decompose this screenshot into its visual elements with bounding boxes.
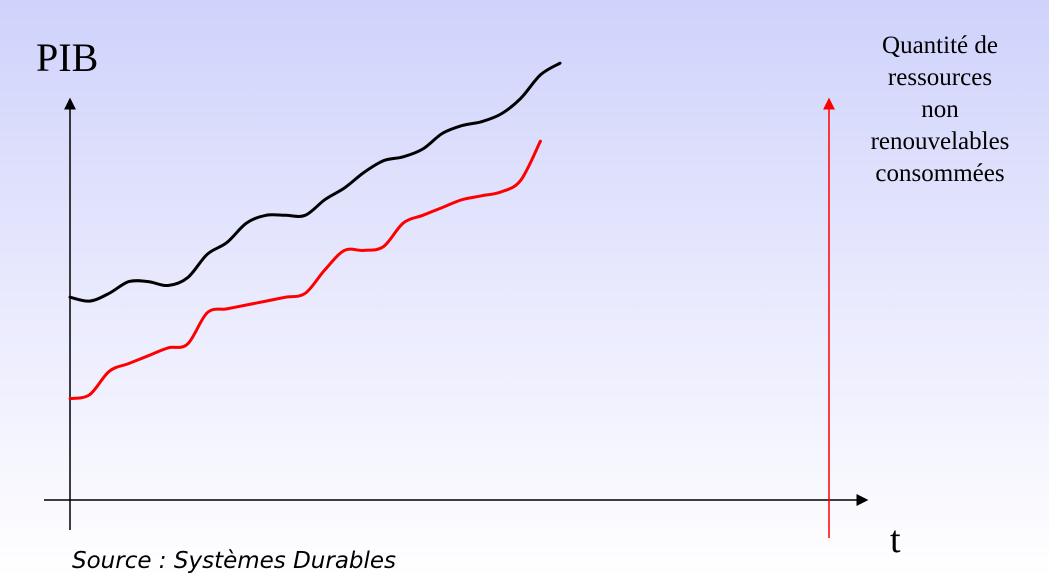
series-line-2 — [68, 139, 542, 401]
series-line-1 — [68, 61, 562, 303]
source-caption: Source : Systèmes Durables — [72, 548, 397, 574]
y-axis-left-label: PIB — [36, 35, 99, 80]
y-axis-right-label: Quantité de ressources non renouvelables… — [870, 32, 1010, 187]
x-axis-label: t — [890, 519, 901, 561]
